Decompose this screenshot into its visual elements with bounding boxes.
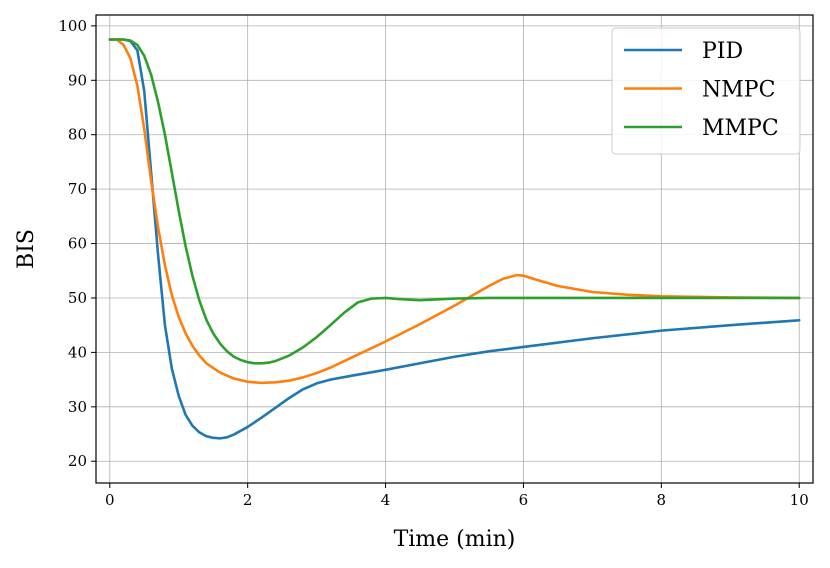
x-tick-label: 0	[105, 491, 115, 509]
series-line-mmpc	[108, 38, 801, 365]
plot-frame	[95, 14, 814, 484]
x-tick-label: 2	[243, 491, 253, 509]
legend-label: NMPC	[702, 78, 775, 103]
x-tick-label: 4	[381, 491, 391, 509]
legend-box	[611, 27, 801, 155]
legend-label: PID	[702, 39, 743, 64]
legend: PID NMPC MMPC	[611, 27, 801, 155]
y-tick-label: 40	[68, 343, 87, 361]
y-tick-label: 80	[68, 126, 87, 144]
y-tick-label: 20	[68, 452, 87, 470]
y-tick-label: 90	[68, 71, 87, 89]
y-tick-label: 60	[68, 235, 87, 253]
x-tick-label: 8	[657, 491, 667, 509]
series-line-pid	[108, 38, 801, 440]
legend-label: MMPC	[702, 116, 779, 141]
x-axis-label: Time (min)	[394, 527, 516, 552]
series-line-nmpc	[108, 38, 801, 385]
y-tick-label: 50	[68, 289, 87, 307]
y-tick-label: 100	[58, 17, 87, 35]
y-tick-label: 30	[68, 398, 87, 416]
y-axis-label: BIS	[14, 229, 39, 269]
y-tick-label: 70	[68, 180, 87, 198]
series-group	[108, 38, 801, 440]
x-tick-label: 10	[790, 491, 809, 509]
axis-ticks: 0 2 4 6 8 10 20 30 40 50 60 70 80 90 100	[58, 17, 808, 509]
x-tick-label: 6	[519, 491, 529, 509]
